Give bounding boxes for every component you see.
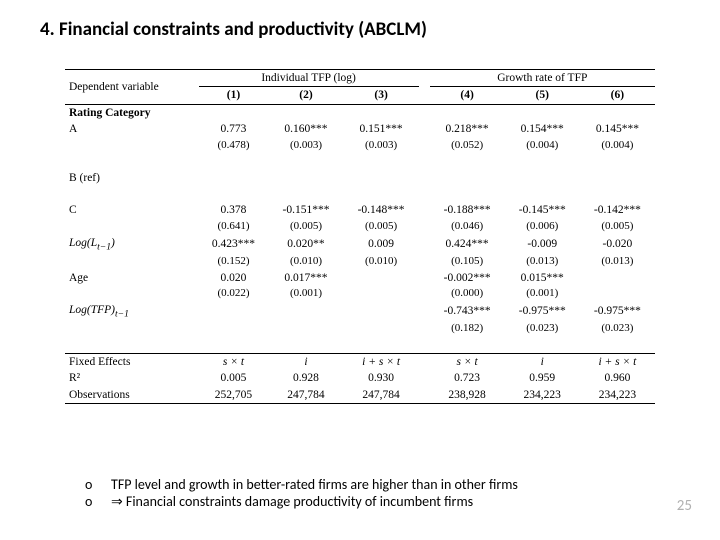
col3: (3)	[344, 87, 419, 104]
table-row: Observations 252,705 247,784 247,784 238…	[65, 387, 655, 404]
depvar-label: Dependent variable	[65, 70, 199, 105]
rating-category: Rating Category	[65, 104, 199, 121]
row-logTFP: Log(TFP)t−1	[65, 302, 199, 321]
row-age: Age	[65, 270, 199, 286]
page-number: 25	[677, 497, 692, 515]
footer-bullets: o TFP level and growth in better-rated f…	[85, 476, 518, 510]
bullet-icon: o	[85, 476, 97, 493]
row-A: A	[65, 121, 199, 137]
row-C: C	[65, 202, 199, 218]
col1: (1)	[199, 87, 269, 104]
table-row: A 0.773 0.160*** 0.151*** 0.218*** 0.154…	[65, 121, 655, 137]
group1: Individual TFP (log)	[199, 70, 419, 87]
bullet-icon: o	[85, 493, 97, 510]
row-fe: Fixed Effects	[65, 354, 199, 371]
group2: Growth rate of TFP	[430, 70, 655, 87]
table-row: C 0.378 -0.151*** -0.148*** -0.188*** -0…	[65, 202, 655, 218]
slide-title: 4. Financial constraints and productivit…	[0, 0, 720, 41]
note-2: ⇒ Financial constraints damage productiv…	[111, 493, 473, 510]
row-logL: Log(Lt−1)	[65, 235, 199, 254]
table-row: B (ref)	[65, 170, 655, 186]
table-row: R² 0.005 0.928 0.930 0.723 0.959 0.960	[65, 370, 655, 386]
table-row: Log(Lt−1) 0.423*** 0.020** 0.009 0.424**…	[65, 235, 655, 254]
row-obs: Observations	[65, 387, 199, 404]
col6: (6)	[580, 87, 655, 104]
col2: (2)	[268, 87, 343, 104]
col4: (4)	[430, 87, 505, 104]
table-row: (0.022) (0.001) (0.000) (0.001)	[65, 286, 655, 302]
row-r2: R²	[65, 370, 199, 386]
table-row: (0.641) (0.005) (0.005) (0.046) (0.006) …	[65, 219, 655, 235]
table-row: Fixed Effects s × t i i + s × t s × t i …	[65, 354, 655, 371]
row-B: B (ref)	[65, 170, 199, 186]
regression-table: Dependent variable Individual TFP (log) …	[65, 69, 655, 404]
table-row: (0.478) (0.003) (0.003) (0.052) (0.004) …	[65, 138, 655, 154]
table-row: Age 0.020 0.017*** -0.002*** 0.015***	[65, 270, 655, 286]
table-row: Log(TFP)t−1 -0.743*** -0.975*** -0.975**…	[65, 302, 655, 321]
table-row: (0.152) (0.010) (0.010) (0.105) (0.013) …	[65, 254, 655, 270]
note-1: TFP level and growth in better-rated fir…	[111, 476, 518, 493]
col5: (5)	[505, 87, 580, 104]
table-row: (0.182) (0.023) (0.023)	[65, 321, 655, 337]
